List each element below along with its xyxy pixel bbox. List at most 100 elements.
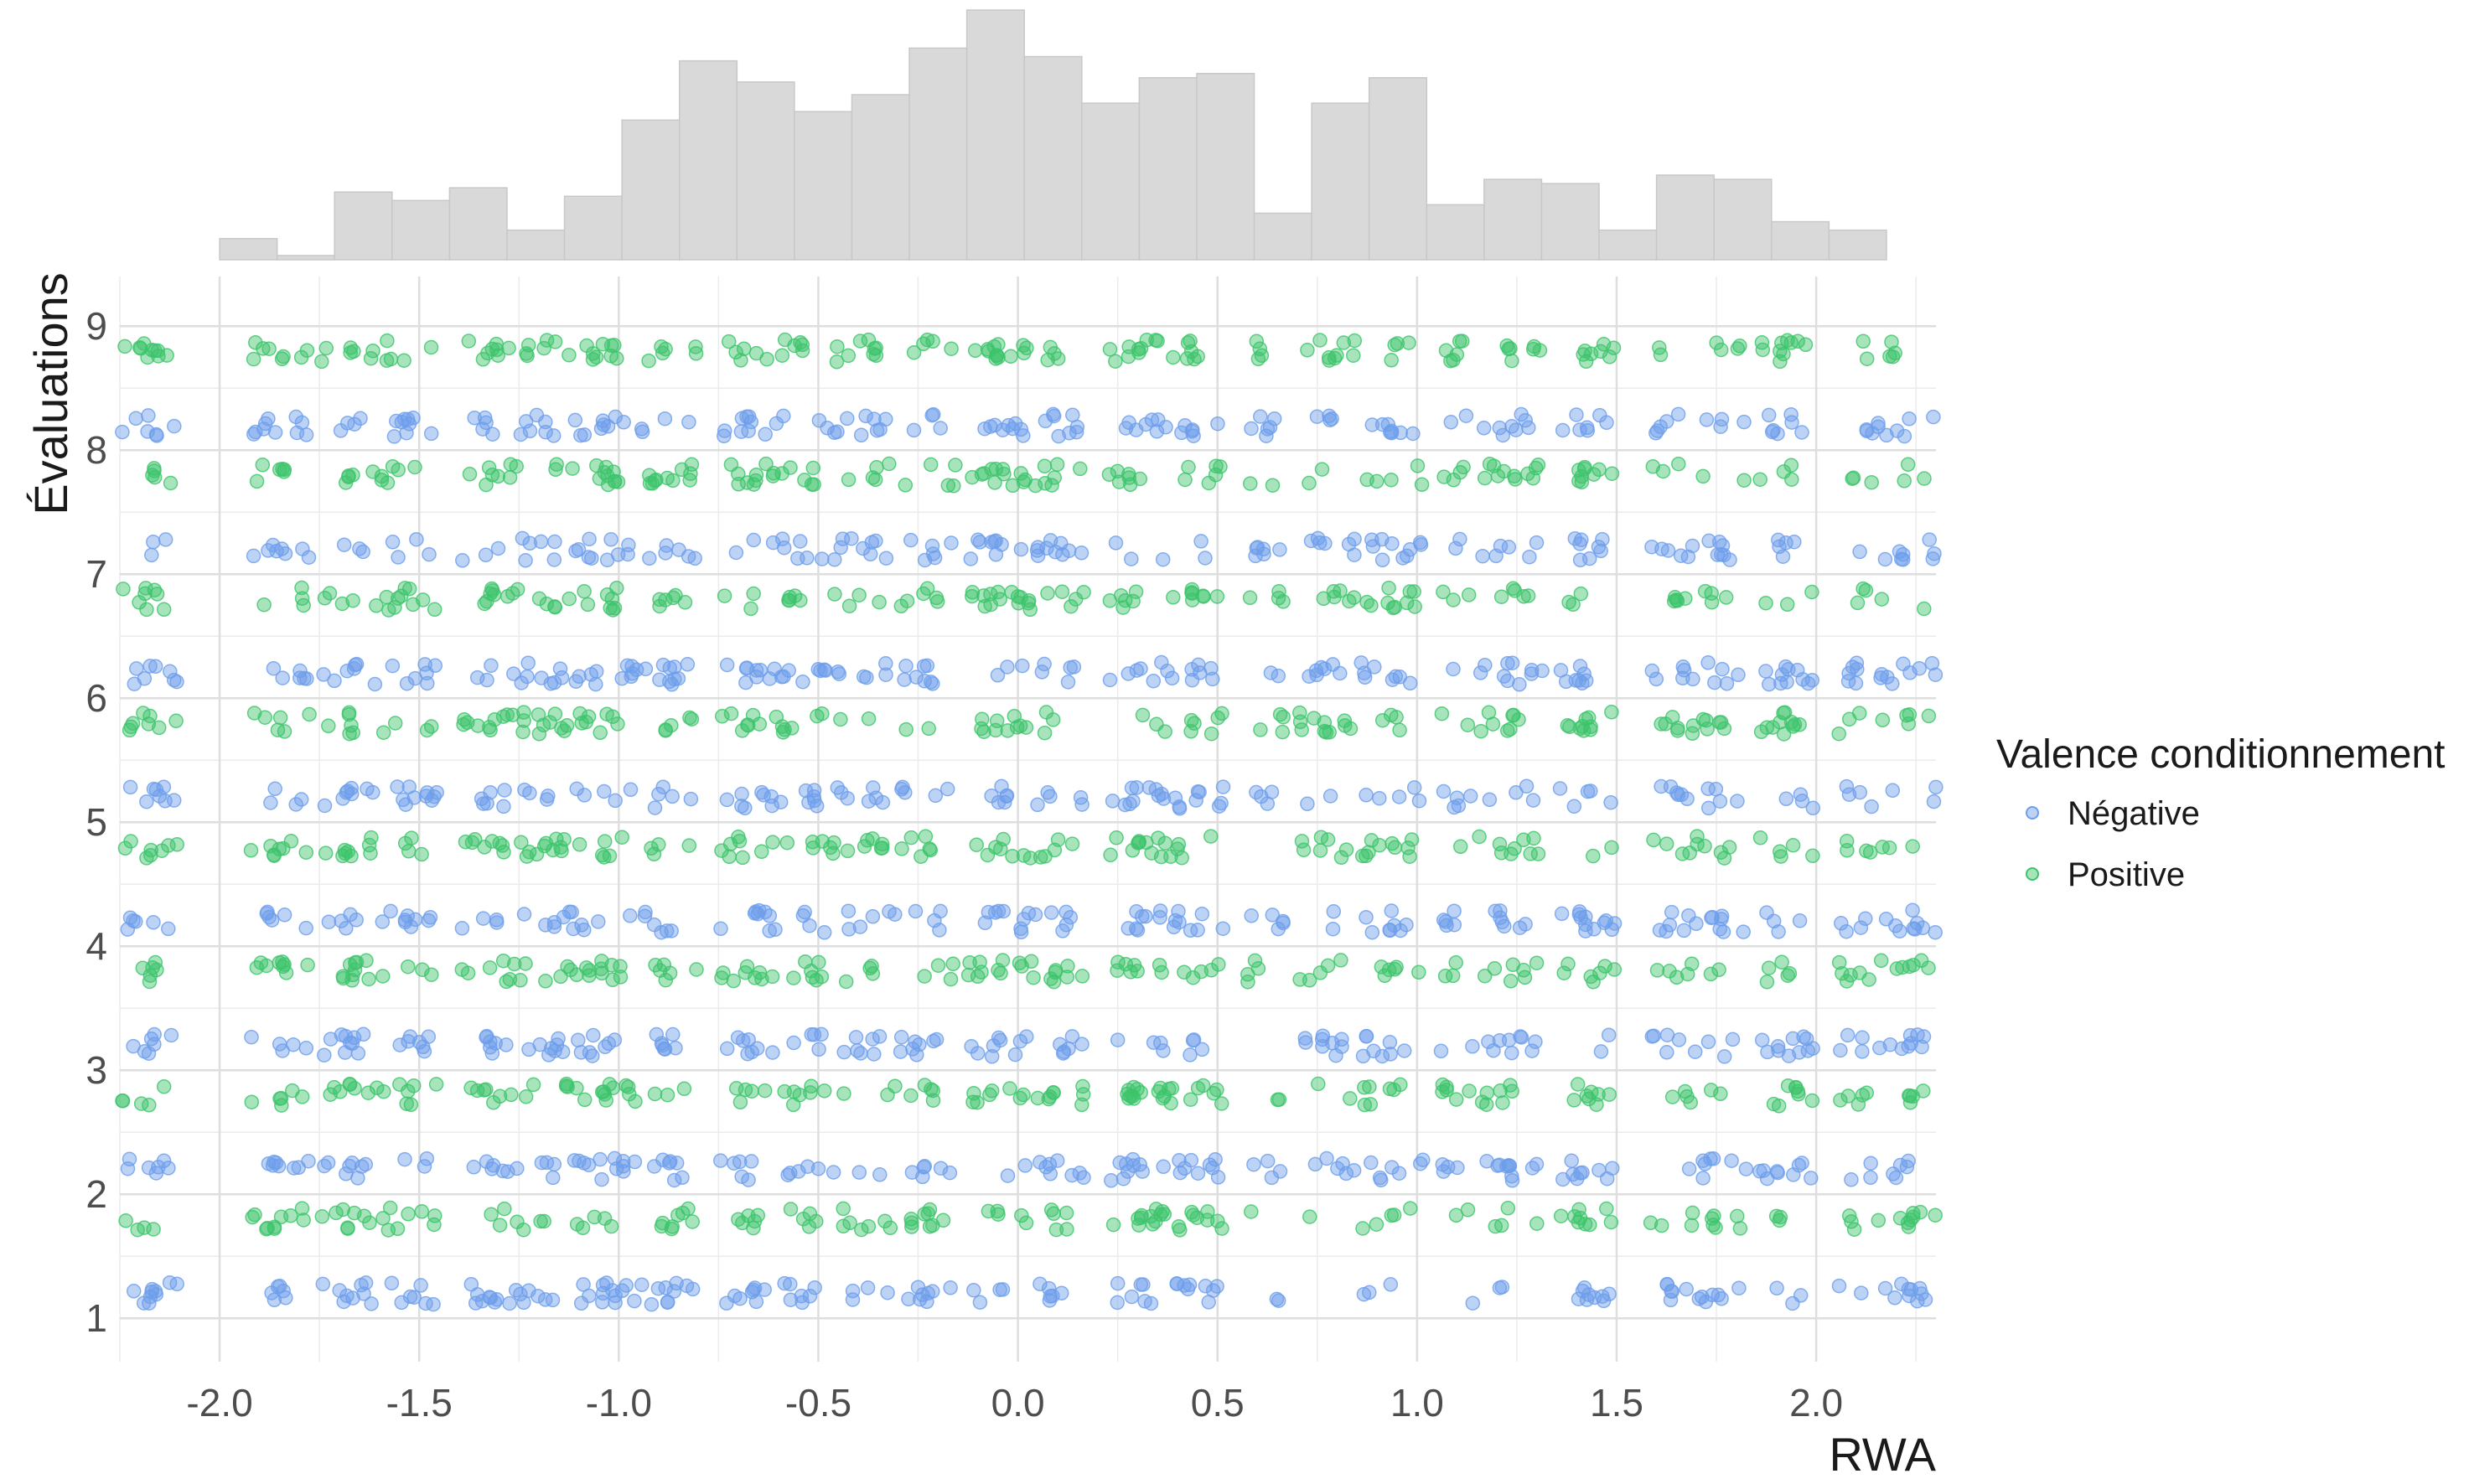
- data-point: [1121, 349, 1136, 365]
- data-point: [577, 583, 592, 599]
- data-point: [385, 535, 401, 550]
- data-point: [1574, 532, 1589, 548]
- data-point: [607, 1150, 623, 1166]
- data-point: [145, 960, 160, 975]
- data-point: [1208, 1151, 1223, 1167]
- data-point: [1846, 1222, 1862, 1237]
- data-point: [904, 1215, 919, 1230]
- data-point: [1110, 1032, 1126, 1047]
- data-point: [943, 971, 959, 987]
- data-point: [1156, 1043, 1171, 1058]
- data-point: [746, 477, 762, 492]
- data-point: [158, 532, 173, 547]
- data-point: [1902, 706, 1918, 722]
- data-point: [267, 847, 282, 862]
- data-point: [1124, 1289, 1140, 1305]
- data-point: [1481, 1034, 1496, 1049]
- data-point: [477, 410, 493, 426]
- data-point: [1202, 1157, 1218, 1172]
- data-point: [492, 1088, 508, 1104]
- histogram-bar: [1713, 178, 1773, 261]
- data-point: [1771, 1043, 1786, 1058]
- data-point: [1667, 590, 1683, 605]
- data-point: [1172, 1153, 1187, 1168]
- data-point: [593, 961, 608, 977]
- data-point: [989, 713, 1005, 729]
- data-point: [1435, 1084, 1450, 1099]
- data-point: [403, 919, 419, 934]
- data-point: [142, 659, 158, 674]
- data-point: [1362, 1285, 1377, 1300]
- data-point: [1271, 921, 1286, 937]
- data-point: [1704, 910, 1719, 926]
- data-point: [833, 711, 848, 727]
- data-point: [783, 460, 798, 475]
- data-point: [717, 588, 732, 603]
- data-point: [1576, 1280, 1592, 1295]
- data-point: [1504, 1045, 1519, 1061]
- data-point: [1309, 409, 1325, 424]
- data-point: [1440, 1159, 1456, 1175]
- data-point: [1297, 1031, 1313, 1046]
- data-point: [1925, 551, 1941, 566]
- data-point: [1139, 333, 1155, 348]
- data-point: [648, 957, 663, 973]
- data-point: [417, 1043, 432, 1059]
- data-point: [1327, 589, 1342, 605]
- data-point: [1845, 659, 1861, 675]
- data-point: [604, 591, 620, 607]
- data-point: [1700, 721, 1715, 737]
- data-point: [1051, 428, 1066, 444]
- data-point: [1243, 476, 1258, 491]
- data-point: [1392, 722, 1407, 738]
- data-point: [859, 670, 874, 685]
- data-point: [1017, 1158, 1033, 1173]
- data-point: [1592, 1162, 1607, 1178]
- data-point: [1248, 548, 1263, 564]
- data-point: [773, 794, 789, 809]
- data-point: [990, 1203, 1005, 1219]
- data-point: [301, 550, 317, 565]
- data-point: [869, 422, 885, 438]
- data-point: [1885, 349, 1901, 365]
- data-point: [1157, 724, 1172, 739]
- data-point: [1184, 424, 1200, 439]
- data-point: [875, 840, 890, 856]
- data-point: [341, 706, 357, 722]
- data-point: [644, 1296, 660, 1312]
- data-point: [1183, 1092, 1198, 1107]
- data-point: [1346, 1162, 1362, 1178]
- data-point: [1312, 333, 1328, 348]
- y-tick-label: 9: [85, 304, 107, 348]
- histogram-bar: [219, 237, 278, 261]
- data-point: [249, 473, 265, 489]
- data-point: [732, 1094, 748, 1110]
- data-point: [361, 837, 377, 853]
- data-point: [314, 354, 329, 370]
- data-point: [1030, 540, 1046, 555]
- data-point: [1644, 663, 1660, 679]
- data-point: [1884, 334, 1899, 349]
- data-point: [1049, 457, 1065, 473]
- data-point: [851, 587, 867, 602]
- data-point: [965, 469, 980, 485]
- data-point: [481, 460, 497, 475]
- data-point: [1302, 973, 1317, 988]
- data-point: [1014, 959, 1029, 974]
- data-point: [1722, 552, 1737, 567]
- data-point: [126, 1284, 142, 1299]
- data-point: [1512, 920, 1528, 935]
- data-point: [532, 1037, 547, 1052]
- data-point: [1121, 666, 1136, 681]
- data-point: [1244, 1204, 1259, 1219]
- data-point: [490, 540, 506, 556]
- data-point: [1271, 1092, 1287, 1107]
- data-point: [546, 1170, 561, 1186]
- data-point: [1856, 581, 1871, 597]
- data-point: [518, 1089, 534, 1104]
- data-point: [1138, 416, 1153, 432]
- data-point: [159, 348, 174, 363]
- data-point: [1759, 975, 1775, 990]
- data-point: [594, 847, 610, 863]
